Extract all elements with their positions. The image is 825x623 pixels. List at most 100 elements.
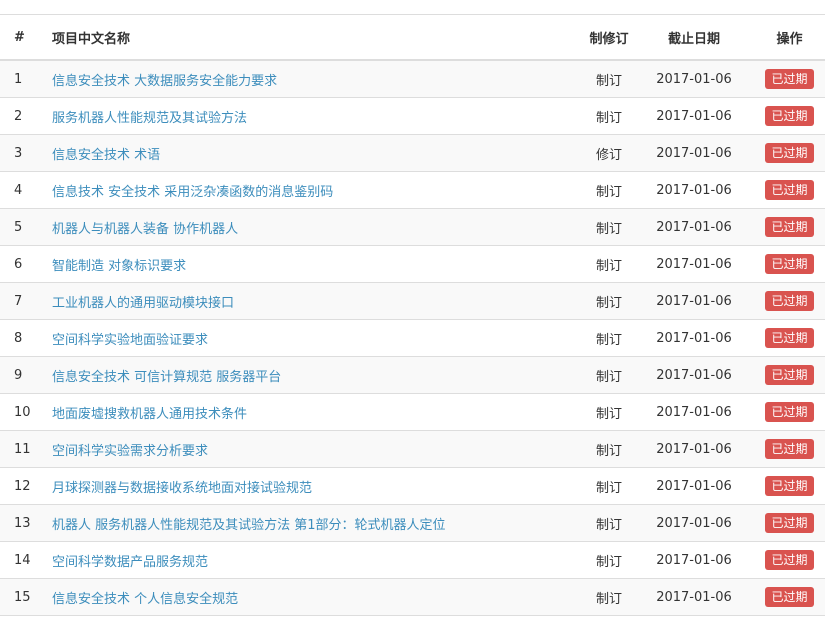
table-cell: 9 (0, 356, 40, 394)
table-cell: 空间科学实验地面验证要求 (40, 319, 570, 357)
table-cell: 信息安全技术 可信计算规范 服务器平台 (40, 356, 570, 394)
table-cell: 已过期 (740, 467, 825, 505)
project-link[interactable]: 工业机器人的通用驱动模块接口 (52, 295, 235, 311)
table-cell: 机器人 服务机器人性能规范及其试验方法 第1部分：轮式机器人定位 (40, 504, 570, 542)
table-cell: 2017-01-06 (648, 282, 740, 320)
table-cell: 15 (0, 578, 40, 616)
table-cell: 制订 (570, 356, 648, 394)
table-cell: 6 (0, 245, 40, 283)
table-cell: 已过期 (740, 356, 825, 394)
project-link[interactable]: 空间科学数据产品服务规范 (52, 554, 209, 570)
standards-table: # 项目中文名称 制修订 截止日期 操作 1 信息安全技术 大数据服务安全能力要求 制订 20… (0, 14, 825, 616)
table-cell: 已过期 (740, 393, 825, 431)
table-row: 13 机器人 服务机器人性能规范及其试验方法 第1部分：轮式机器人定位 制订 2017… (0, 504, 825, 542)
table-cell: 服务机器人性能规范及其试验方法 (40, 97, 570, 135)
table-cell: 已过期 (740, 282, 825, 320)
column-header: 操作 (740, 14, 825, 61)
status-badge: 已过期 (765, 254, 814, 274)
table-cell: 2017-01-06 (648, 578, 740, 616)
project-link[interactable]: 信息安全技术 个人信息安全规范 (52, 591, 239, 607)
status-badge: 已过期 (765, 439, 814, 459)
table-row: 8 空间科学实验地面验证要求 制订 2017-01-06 已过期 (0, 319, 825, 357)
table-cell: 已过期 (740, 430, 825, 468)
table-row: 7 工业机器人的通用驱动模块接口 制订 2017-01-06 已过期 (0, 282, 825, 320)
header-row: # 项目中文名称 制修订 截止日期 操作 (0, 14, 825, 61)
table-cell: 制订 (570, 282, 648, 320)
table-row: 12 月球探测器与数据接收系统地面对接试验规范 制订 2017-01-06 已过期 (0, 467, 825, 505)
status-badge: 已过期 (765, 587, 814, 607)
table-row: 2 服务机器人性能规范及其试验方法 制订 2017-01-06 已过期 (0, 97, 825, 135)
project-link[interactable]: 空间科学实验需求分析要求 (52, 443, 209, 459)
table-cell: 2017-01-06 (648, 393, 740, 431)
table-row: 10 地面废墟搜救机器人通用技术条件 制订 2017-01-06 已过期 (0, 393, 825, 431)
table-cell: 12 (0, 467, 40, 505)
table-cell: 制订 (570, 245, 648, 283)
project-link[interactable]: 信息安全技术 大数据服务安全能力要求 (52, 73, 278, 89)
table-cell: 11 (0, 430, 40, 468)
status-badge: 已过期 (765, 476, 814, 496)
project-link[interactable]: 智能制造 对象标识要求 (52, 258, 187, 274)
table-cell: 7 (0, 282, 40, 320)
table-cell: 2017-01-06 (648, 467, 740, 505)
table-cell: 2017-01-06 (648, 430, 740, 468)
table-cell: 已过期 (740, 134, 825, 172)
table-cell: 信息安全技术 个人信息安全规范 (40, 578, 570, 616)
table-cell: 4 (0, 171, 40, 209)
table-row: 4 信息技术 安全技术 采用泛杂凑函数的消息鉴别码 制订 2017-01-06 已过期 (0, 171, 825, 209)
table-row: 3 信息安全技术 术语 修订 2017-01-06 已过期 (0, 134, 825, 172)
table-cell: 制订 (570, 578, 648, 616)
table-cell: 制订 (570, 467, 648, 505)
table-cell: 13 (0, 504, 40, 542)
status-badge: 已过期 (765, 180, 814, 200)
table-row: 9 信息安全技术 可信计算规范 服务器平台 制订 2017-01-06 已过期 (0, 356, 825, 394)
table-cell: 2017-01-06 (648, 245, 740, 283)
table-cell: 3 (0, 134, 40, 172)
status-badge: 已过期 (765, 291, 814, 311)
table-row: 14 空间科学数据产品服务规范 制订 2017-01-06 已过期 (0, 541, 825, 579)
table-cell: 工业机器人的通用驱动模块接口 (40, 282, 570, 320)
table-row: 15 信息安全技术 个人信息安全规范 制订 2017-01-06 已过期 (0, 578, 825, 616)
table-row: 11 空间科学实验需求分析要求 制订 2017-01-06 已过期 (0, 430, 825, 468)
table-cell: 空间科学数据产品服务规范 (40, 541, 570, 579)
table-body: 1 信息安全技术 大数据服务安全能力要求 制订 2017-01-06 已过期 2 服务机器人… (0, 60, 825, 616)
table-cell: 制订 (570, 60, 648, 98)
table-cell: 10 (0, 393, 40, 431)
table-cell: 已过期 (740, 319, 825, 357)
project-link[interactable]: 机器人与机器人装备 协作机器人 (52, 221, 239, 237)
table-cell: 8 (0, 319, 40, 357)
table-cell: 2017-01-06 (648, 504, 740, 542)
table-cell: 空间科学实验需求分析要求 (40, 430, 570, 468)
column-header: # (0, 14, 40, 61)
table-row: 6 智能制造 对象标识要求 制订 2017-01-06 已过期 (0, 245, 825, 283)
table-cell: 已过期 (740, 171, 825, 209)
table-cell: 1 (0, 60, 40, 98)
project-link[interactable]: 服务机器人性能规范及其试验方法 (52, 110, 248, 126)
table-cell: 已过期 (740, 60, 825, 98)
table-cell: 地面废墟搜救机器人通用技术条件 (40, 393, 570, 431)
table-cell: 2 (0, 97, 40, 135)
project-link[interactable]: 月球探测器与数据接收系统地面对接试验规范 (52, 480, 313, 496)
table-cell: 月球探测器与数据接收系统地面对接试验规范 (40, 467, 570, 505)
project-link[interactable]: 信息安全技术 术语 (52, 147, 161, 163)
table-cell: 已过期 (740, 541, 825, 579)
table-cell: 2017-01-06 (648, 208, 740, 246)
project-link[interactable]: 信息技术 安全技术 采用泛杂凑函数的消息鉴别码 (52, 184, 334, 200)
table-cell: 2017-01-06 (648, 356, 740, 394)
table-row: 1 信息安全技术 大数据服务安全能力要求 制订 2017-01-06 已过期 (0, 60, 825, 98)
table-cell: 修订 (570, 134, 648, 172)
project-link[interactable]: 地面废墟搜救机器人通用技术条件 (52, 406, 248, 422)
project-link[interactable]: 空间科学实验地面验证要求 (52, 332, 209, 348)
table-cell: 2017-01-06 (648, 541, 740, 579)
status-badge: 已过期 (765, 106, 814, 126)
column-header: 制修订 (570, 14, 648, 61)
project-link[interactable]: 信息安全技术 可信计算规范 服务器平台 (52, 369, 282, 385)
status-badge: 已过期 (765, 365, 814, 385)
status-badge: 已过期 (765, 143, 814, 163)
status-badge: 已过期 (765, 550, 814, 570)
table-cell: 已过期 (740, 578, 825, 616)
column-header: 截止日期 (648, 14, 740, 61)
project-link[interactable]: 机器人 服务机器人性能规范及其试验方法 第1部分：轮式机器人定位 (52, 517, 446, 533)
table-cell: 2017-01-06 (648, 97, 740, 135)
table-cell: 已过期 (740, 97, 825, 135)
table-cell: 2017-01-06 (648, 319, 740, 357)
